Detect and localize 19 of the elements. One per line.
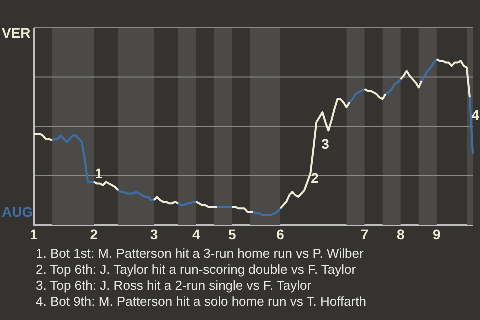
annotation: 1 — [95, 165, 104, 182]
x-tick-label: 1 — [30, 226, 38, 242]
text: AUG — [2, 204, 34, 220]
x-tick-label: 8 — [396, 226, 405, 242]
x-tick-label: 5 — [228, 226, 237, 242]
x-tick-label: 2 — [90, 226, 98, 242]
x-tick-label: 3 — [150, 226, 158, 242]
x-tick-label: 6 — [276, 226, 285, 242]
text: 3. Top 6th: J. Ross hit a 2-run single vs F. Taylor — [36, 278, 313, 294]
annotation: 4 — [472, 106, 480, 123]
x-tick-label: 4 — [192, 226, 200, 242]
x-tick-label: 7 — [360, 226, 369, 242]
x-tick-label: 9 — [433, 226, 442, 242]
text: 4. Bot 9th: M. Patterson hit a solo home run vs T. Hoffarth — [36, 294, 368, 310]
text: 1. Bot 1st: M. Patterson hit a 3-run home run vs P. Wilber — [36, 246, 365, 262]
text: 2. Top 6th: J. Taylor hit a run-scoring double vs F. Taylor — [36, 262, 358, 278]
annotation: 3 — [322, 136, 330, 152]
text: VER — [2, 24, 31, 41]
annotation: 2 — [311, 170, 320, 186]
